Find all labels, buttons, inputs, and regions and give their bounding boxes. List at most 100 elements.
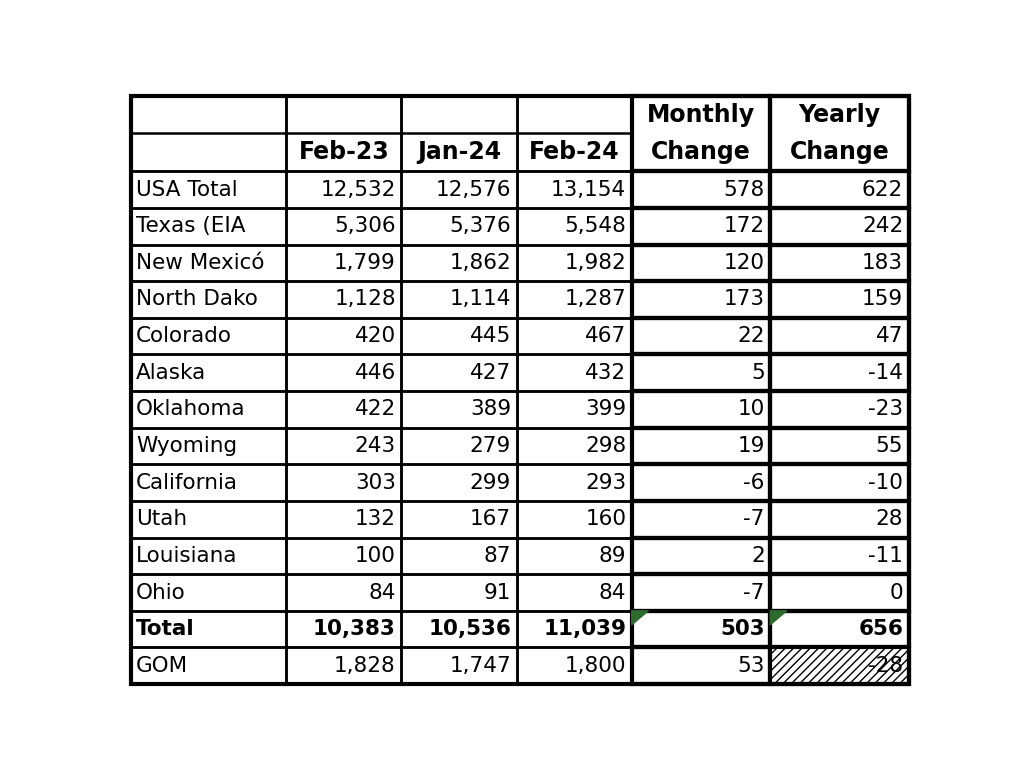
Bar [402,648,516,684]
Text: Yearly: Yearly [798,103,880,127]
Text: 47: 47 [876,326,903,346]
Text: 183: 183 [862,252,903,273]
Bar [402,318,516,354]
Bar [286,354,402,391]
Text: Wyoming: Wyoming [136,436,237,456]
Text: 293: 293 [585,472,627,493]
Bar [516,574,632,611]
Text: Utah: Utah [136,510,188,530]
Bar [131,501,286,537]
Bar [402,208,516,245]
Text: 1,114: 1,114 [449,290,511,310]
Text: 100: 100 [355,546,395,566]
Text: 5,548: 5,548 [565,216,627,236]
Bar [286,611,402,648]
Text: -23: -23 [868,399,903,419]
Bar [632,245,771,281]
Bar [402,537,516,574]
Bar [286,208,402,245]
Bar [402,391,516,428]
Bar [402,574,516,611]
Text: 446: 446 [355,363,395,383]
Bar [131,391,286,428]
Text: 120: 120 [724,252,765,273]
Bar [516,245,632,281]
Bar [286,245,402,281]
Bar [771,171,909,208]
Bar [771,391,909,428]
Bar [632,171,771,208]
Polygon shape [632,611,648,625]
Bar [131,464,286,501]
Bar [286,464,402,501]
Bar [402,428,516,464]
Text: 243: 243 [355,436,395,456]
Bar [286,171,402,208]
Text: 10: 10 [737,399,765,419]
Text: 578: 578 [723,180,765,199]
Text: Louisiana: Louisiana [136,546,237,566]
Text: 0: 0 [889,583,903,602]
Text: 84: 84 [598,583,627,602]
Bar [286,537,402,574]
Text: Ohio: Ohio [136,583,186,602]
Text: 10,536: 10,536 [428,619,511,639]
Text: -7: -7 [743,510,765,530]
Bar [131,611,286,648]
Bar [516,354,632,391]
Text: 22: 22 [737,326,765,346]
Text: 28: 28 [876,510,903,530]
Bar [131,537,286,574]
Bar [516,318,632,354]
Bar [516,96,632,171]
Text: -11: -11 [868,546,903,566]
Bar [131,245,286,281]
Bar [402,96,516,171]
Bar [286,318,402,354]
Text: -10: -10 [868,472,903,493]
Bar [286,574,402,611]
Bar [131,318,286,354]
Text: 1,800: 1,800 [565,655,627,676]
Text: 5,376: 5,376 [449,216,511,236]
Text: 13,154: 13,154 [551,180,627,199]
Text: 279: 279 [469,436,511,456]
Bar [516,171,632,208]
Bar [402,245,516,281]
Text: -6: -6 [743,472,765,493]
Text: Total: Total [136,619,195,639]
Text: 1,128: 1,128 [335,290,395,310]
Text: 167: 167 [469,510,511,530]
Text: 422: 422 [355,399,395,419]
Bar [402,281,516,318]
Bar [632,428,771,464]
Text: 84: 84 [368,583,395,602]
Text: 432: 432 [585,363,627,383]
Bar [402,611,516,648]
Bar [771,96,909,171]
Bar [516,537,632,574]
Text: Monthly: Monthly [647,103,755,127]
Bar [286,501,402,537]
Text: 160: 160 [585,510,627,530]
Bar [131,171,286,208]
Bar [632,611,771,648]
Text: 389: 389 [469,399,511,419]
Text: 1,828: 1,828 [335,655,395,676]
Bar [632,96,771,171]
Text: Feb-24: Feb-24 [529,140,620,164]
Text: 1,982: 1,982 [565,252,627,273]
Bar [286,96,402,171]
Text: 299: 299 [469,472,511,493]
Bar [632,391,771,428]
Bar [632,208,771,245]
Text: 91: 91 [484,583,511,602]
Bar [771,501,909,537]
Bar [632,464,771,501]
Bar [632,281,771,318]
Bar [131,574,286,611]
Bar [516,391,632,428]
Text: 467: 467 [585,326,627,346]
Text: 87: 87 [484,546,511,566]
Text: Change: Change [651,140,750,164]
